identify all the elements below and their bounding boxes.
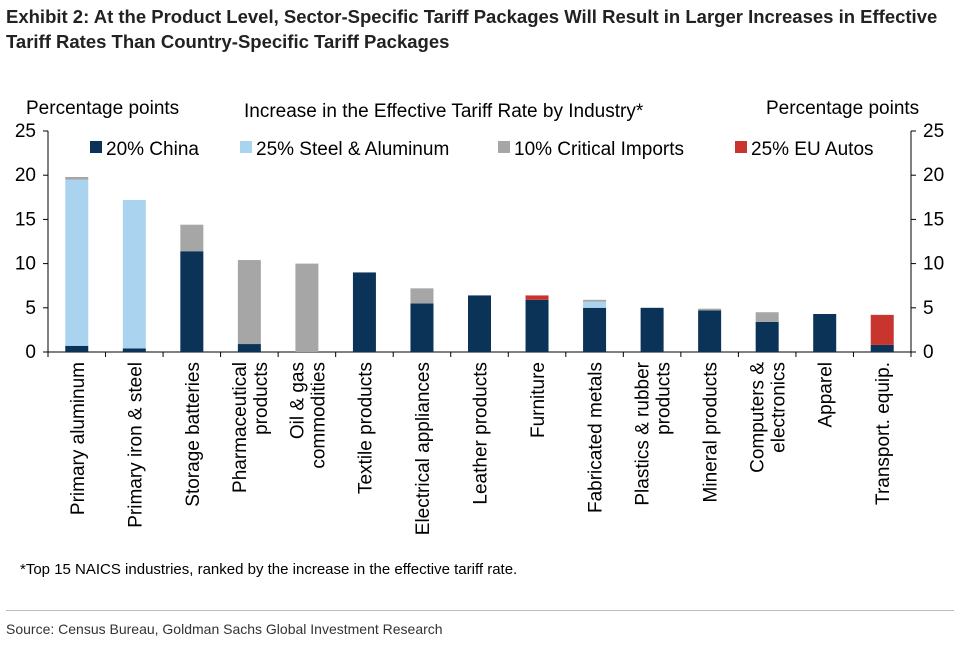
y-tick-label-left: 15 [15,209,36,230]
legend-label-3: 10% Critical Imports [514,139,684,160]
y-tick-label-right: 10 [923,254,944,275]
bar-segment-1 [352,272,376,352]
bar-segment-1 [237,344,261,352]
bar-segment-3 [180,224,204,252]
legend-label-1: 20% China [106,139,199,160]
legend-label-4: 25% EU Autos [751,139,874,160]
bar-segment-2 [65,179,89,346]
right-axis-title: Percentage points [766,98,919,119]
exhibit-title: Exhibit 2: At the Product Level, Sector-… [6,4,966,54]
y-tick-label-left: 10 [15,254,36,275]
bar-segment-1 [698,310,722,352]
x-category-label: Pharmaceutical [230,362,251,493]
x-category-label: Plastics & rubber [633,361,654,505]
chart-title: Increase in the Effective Tariff Rate by… [244,101,644,122]
bar-segment-4 [870,314,894,345]
x-category-label: Mineral products [701,362,722,502]
exhibit-title-line-1: Exhibit 2: At the Product Level, Sector-… [6,6,938,27]
x-category-label: electronics [769,362,790,453]
x-category-label: Computers & [748,362,769,473]
legend-swatch-3 [498,141,510,153]
x-category-label: Electrical appliances [413,362,434,535]
x-category-label: products [251,362,272,435]
bar-segment-1 [525,299,549,352]
bar-segment-2 [122,199,146,349]
bar-segment-1 [755,321,779,352]
bar-segment-3 [755,312,779,322]
bar-segment-1 [583,307,607,352]
y-tick-label-left: 5 [25,298,36,319]
y-tick-label-right: 20 [923,165,944,186]
x-category-label: Transport. equip. [873,362,894,505]
bar-segment-4 [525,295,549,300]
y-tick-label-right: 25 [923,121,944,142]
x-category-label: Fabricated metals [586,362,607,513]
bar-segment-3 [583,299,607,302]
x-category-label: Apparel [816,362,837,428]
bar-segment-1 [122,348,146,352]
source-note: Source: Census Bureau, Goldman Sachs Glo… [6,621,443,637]
exhibit-title-line-2: Tariff Rates Than Country-Specific Tarif… [6,31,450,52]
chart-footnote: *Top 15 NAICS industries, ranked by the … [20,561,518,578]
legend-swatch-2 [240,141,252,153]
x-category-label: Primary iron & steel [125,362,146,528]
bar-segment-3 [65,176,89,180]
bar-segment-3 [698,308,722,311]
y-tick-label-right: 15 [923,209,944,230]
x-category-label: Primary aluminum [68,362,89,515]
x-category-label: Furniture [528,362,549,438]
x-category-label: Storage batteries [183,362,204,507]
divider [6,610,954,611]
x-category-label: Oil & gas [287,362,308,439]
bar-segment-1 [410,303,434,352]
bar-segment-1 [180,251,204,352]
bar-segment-1 [468,295,491,352]
y-tick-label-left: 20 [15,165,36,186]
y-tick-label-left: 25 [15,121,36,142]
y-tick-label-right: 0 [923,342,934,363]
bar-segment-1 [640,307,664,352]
left-axis-title: Percentage points [26,98,179,119]
x-category-label: products [654,362,675,435]
legend-swatch-4 [735,141,747,153]
bar-segment-2 [583,301,607,308]
x-category-label: Leather products [471,362,492,505]
y-tick-label-left: 0 [25,342,36,363]
x-category-label: Textile products [355,362,376,494]
x-category-label: commodities [308,362,329,469]
bar-segment-3 [237,260,261,345]
bar-segment-3 [295,263,319,352]
bar-segment-1 [65,345,89,352]
bar-segment-1 [813,313,837,352]
legend-swatch-1 [90,141,102,153]
y-tick-label-right: 5 [923,298,934,319]
bar-segment-1 [870,344,894,352]
legend-label-2: 25% Steel & Aluminum [256,139,449,160]
bar-segment-3 [410,288,434,304]
